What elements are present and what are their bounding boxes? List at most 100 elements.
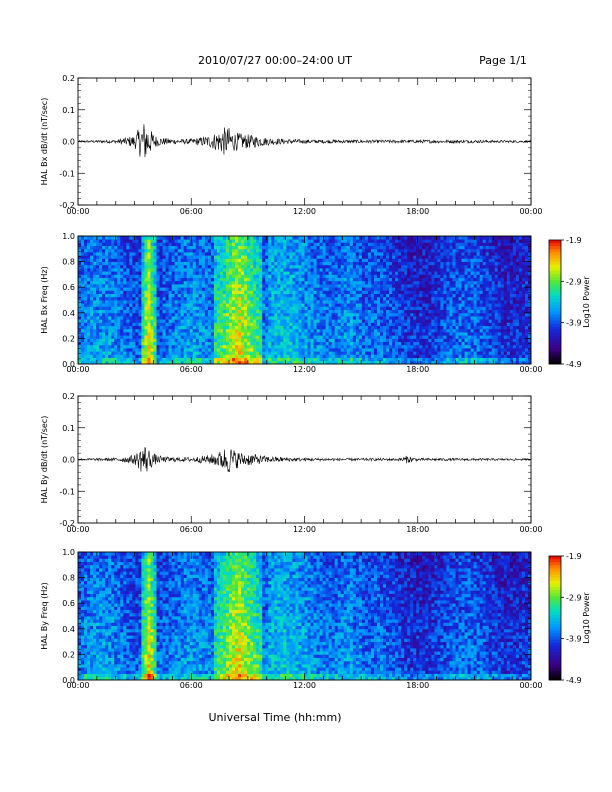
spectrogram-cell	[180, 255, 185, 259]
spectrogram-cell	[216, 312, 221, 317]
spectrogram-cell	[244, 271, 248, 275]
spectrogram-cell	[99, 332, 103, 336]
spectrogram-cell	[401, 268, 405, 272]
spectrogram-cell	[277, 338, 281, 342]
spectrogram-cell	[398, 338, 402, 342]
spectrogram-cell	[219, 245, 224, 250]
spectrogram-cell	[229, 280, 233, 285]
spectrogram-cell	[183, 328, 188, 333]
spectrogram-cell	[434, 300, 438, 304]
spectrogram-cell	[395, 309, 399, 314]
spectrogram-cell	[198, 300, 203, 304]
spectrogram-cell	[337, 277, 342, 282]
spectrogram-cell	[301, 261, 305, 266]
spectrogram-cell	[105, 293, 109, 298]
spectrogram-cell	[355, 274, 360, 278]
spectrogram-cell	[132, 338, 136, 342]
spectrogram-cell	[162, 348, 166, 352]
spectrogram-cell	[213, 264, 218, 269]
spectrogram-cell	[156, 335, 160, 339]
spectrogram-cell	[443, 357, 447, 362]
spectrogram-cell	[310, 296, 314, 301]
spectrogram-cell	[87, 306, 91, 310]
spectrogram-cell	[389, 300, 393, 304]
spectrogram-cell	[413, 306, 417, 310]
spectrogram-cell	[422, 239, 426, 243]
spectrogram-cell	[165, 271, 169, 275]
spectrogram-cell	[346, 348, 351, 352]
spectrogram-cell	[316, 248, 320, 253]
spectrogram-cell	[271, 328, 275, 333]
spectrogram-cell	[370, 351, 375, 355]
spectrogram-cell	[153, 319, 157, 323]
spectrogram-cell	[428, 322, 432, 326]
spectrogram-cell	[262, 261, 266, 266]
spectrogram-cell	[410, 328, 414, 333]
spectrogram-cell	[316, 284, 320, 288]
spectrogram-cell	[174, 325, 179, 330]
spectrogram-cell	[328, 344, 333, 349]
spectrogram-cell	[168, 341, 173, 346]
spectrogram-cell	[358, 252, 363, 256]
spectrogram-cell	[425, 296, 429, 301]
spectrogram-cell	[268, 309, 272, 314]
spectrogram-cell	[159, 252, 163, 256]
spectrogram-cell	[147, 357, 151, 362]
spectrogram-cell	[244, 252, 248, 256]
spectrogram-cell	[301, 252, 305, 256]
spectrogram-cell	[186, 274, 191, 278]
spectrogram-cell	[222, 351, 227, 355]
spectrogram-cell	[280, 236, 284, 240]
spectrogram-cell	[192, 325, 197, 330]
spectrogram-cell	[123, 236, 127, 240]
spectrogram-cell	[150, 306, 154, 310]
spectrogram-cell	[90, 357, 94, 362]
spectrogram-cell	[201, 338, 206, 342]
spectrogram-cell	[392, 354, 396, 358]
spectrogram-cell	[361, 360, 366, 365]
spectrogram-cell	[434, 287, 438, 291]
spectrogram-cell	[207, 293, 212, 298]
spectrogram-cell	[150, 287, 154, 291]
spectrogram-cell	[364, 293, 369, 298]
spectrogram-cell	[102, 303, 106, 307]
spectrogram-cell	[376, 296, 381, 301]
spectrogram-cell	[216, 274, 221, 278]
spectrogram-cell	[373, 332, 378, 336]
spectrogram-cell	[259, 328, 263, 333]
spectrogram-cell	[313, 328, 317, 333]
spectrogram-cell	[235, 348, 239, 352]
spectrogram-cell	[343, 344, 348, 349]
spectrogram-cell	[247, 248, 251, 253]
spectrogram-cell	[434, 335, 438, 339]
spectrogram-cell	[337, 348, 342, 352]
spectrogram-cell	[346, 351, 351, 355]
spectrogram-cell	[222, 319, 227, 323]
spectrogram-cell	[346, 290, 351, 294]
spectrogram-cell	[120, 341, 124, 346]
spectrogram-cell	[147, 309, 151, 314]
spectrogram-cell	[440, 316, 444, 320]
spectrogram-cell	[340, 344, 345, 349]
spectrogram-cell	[201, 242, 206, 246]
spectrogram-cell	[153, 248, 157, 253]
spectrogram-cell	[180, 274, 185, 278]
spectrogram-cell	[96, 242, 100, 246]
spectrogram-cell	[144, 261, 148, 266]
spectrogram-cell	[207, 338, 212, 342]
spectrogram-cell	[147, 258, 151, 262]
spectrogram-cell	[398, 239, 402, 243]
spectrogram-cell	[440, 274, 444, 278]
spectrogram-cell	[168, 354, 173, 358]
spectrogram-cell	[328, 357, 333, 362]
spectrogram-cell	[316, 242, 320, 246]
spectrogram-cell	[225, 357, 230, 362]
spectrogram-cell	[316, 351, 320, 355]
spectrogram-cell	[268, 258, 272, 262]
spectrogram-cell	[413, 284, 417, 288]
spectrogram-cell	[307, 287, 311, 291]
spectrogram-cell	[256, 248, 260, 253]
spectrogram-cell	[201, 344, 206, 349]
spectrogram-cell	[280, 319, 284, 323]
spectrogram-cell	[346, 284, 351, 288]
